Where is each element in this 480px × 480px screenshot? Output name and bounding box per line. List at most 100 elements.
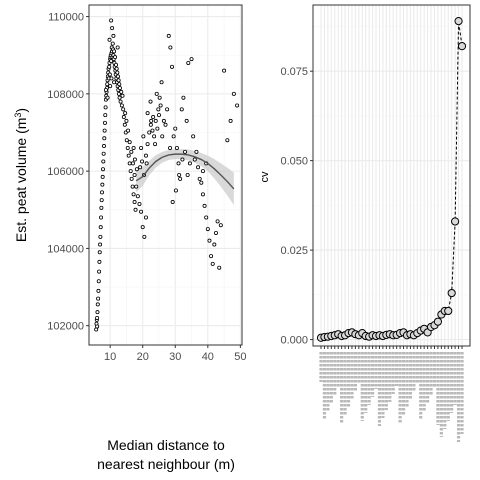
data-point — [97, 259, 102, 264]
y-tick-label: 0.075 — [280, 66, 308, 78]
data-point — [163, 122, 168, 127]
data-point — [96, 279, 101, 284]
y-tick-label: 108000 — [47, 89, 84, 101]
data-point — [140, 159, 145, 164]
data-point — [185, 172, 190, 177]
data-point — [129, 149, 134, 154]
data-point — [151, 115, 156, 120]
y-tick-label: 110000 — [48, 12, 84, 24]
data-point — [157, 95, 162, 100]
data-point — [124, 118, 129, 123]
data-point — [137, 201, 142, 206]
data-point — [142, 234, 147, 239]
data-point — [103, 105, 108, 110]
data-point — [145, 111, 150, 116]
data-point — [95, 324, 100, 329]
y-tick-label: 0.025 — [280, 245, 308, 257]
data-point — [98, 225, 103, 230]
data-point — [178, 176, 183, 181]
data-point — [97, 250, 102, 255]
data-point — [100, 174, 105, 179]
data-point — [130, 184, 135, 189]
data-point — [114, 66, 119, 71]
data-point — [101, 159, 106, 164]
data-point — [144, 161, 149, 166]
data-point — [117, 95, 122, 100]
data-point — [205, 227, 210, 232]
data-point — [135, 194, 140, 199]
data-point — [96, 296, 101, 301]
cv-point — [454, 17, 463, 26]
data-point — [150, 128, 155, 133]
data-point — [130, 161, 135, 166]
data-point — [148, 122, 153, 127]
x-tick-label: 20 — [137, 351, 149, 363]
data-point — [133, 207, 138, 212]
data-point — [101, 144, 106, 149]
data-point — [105, 82, 110, 87]
data-point — [228, 118, 233, 123]
data-point — [200, 192, 205, 197]
data-point — [95, 310, 100, 315]
data-point — [132, 157, 137, 162]
data-point — [186, 60, 191, 65]
data-point — [187, 161, 192, 166]
data-point — [95, 302, 100, 307]
data-point — [99, 198, 104, 203]
data-point — [202, 203, 207, 208]
data-point — [116, 78, 121, 83]
data-point — [215, 219, 220, 224]
data-point — [149, 118, 154, 123]
left-x-ticks: 10 20 30 40 50 — [104, 345, 246, 363]
y-tick-label: 104000 — [47, 243, 84, 255]
data-point — [156, 113, 161, 118]
x-tick-label: 10 — [104, 351, 116, 363]
data-point — [222, 68, 227, 73]
data-point — [100, 182, 105, 187]
data-point — [176, 161, 181, 166]
data-point — [113, 55, 118, 60]
data-point — [102, 136, 107, 141]
cv-axis-title: cv — [259, 171, 271, 183]
left-panel: 102000 104000 106000 108000 110000 10 20 30 40 5… — [13, 4, 246, 472]
data-point — [121, 107, 126, 112]
data-point — [139, 209, 144, 214]
data-point — [102, 128, 107, 133]
data-point — [134, 184, 139, 189]
data-point — [126, 128, 131, 133]
data-point — [180, 157, 185, 162]
data-point — [159, 80, 164, 85]
data-point — [101, 151, 106, 156]
data-point — [212, 242, 217, 247]
data-point — [181, 95, 186, 100]
data-point — [168, 45, 173, 50]
data-point — [138, 165, 143, 170]
right-panel: 0.000 0.025 0.050 0.075 cv — [259, 4, 471, 442]
data-point — [192, 157, 197, 162]
data-point — [174, 145, 179, 150]
data-point — [132, 200, 137, 205]
data-point — [129, 176, 134, 181]
data-point — [107, 64, 112, 69]
data-point — [204, 215, 209, 220]
data-point — [96, 288, 101, 293]
data-point — [207, 238, 212, 243]
data-point — [112, 80, 117, 85]
cv-point — [433, 317, 443, 326]
data-point — [218, 223, 223, 228]
cv-point — [444, 306, 453, 316]
confidence-band — [136, 149, 234, 206]
left-y-ticks: 102000 104000 106000 108000 110000 — [47, 12, 89, 333]
data-point — [145, 142, 150, 147]
right-plot-background — [313, 5, 470, 346]
data-point — [95, 315, 100, 320]
y-tick-label: 106000 — [47, 166, 84, 178]
data-point — [118, 99, 123, 104]
data-point — [160, 134, 165, 139]
data-point — [127, 161, 132, 166]
data-point — [217, 265, 222, 270]
data-point — [165, 107, 170, 112]
data-point — [122, 122, 127, 127]
data-point — [111, 33, 116, 38]
data-point — [143, 153, 148, 158]
